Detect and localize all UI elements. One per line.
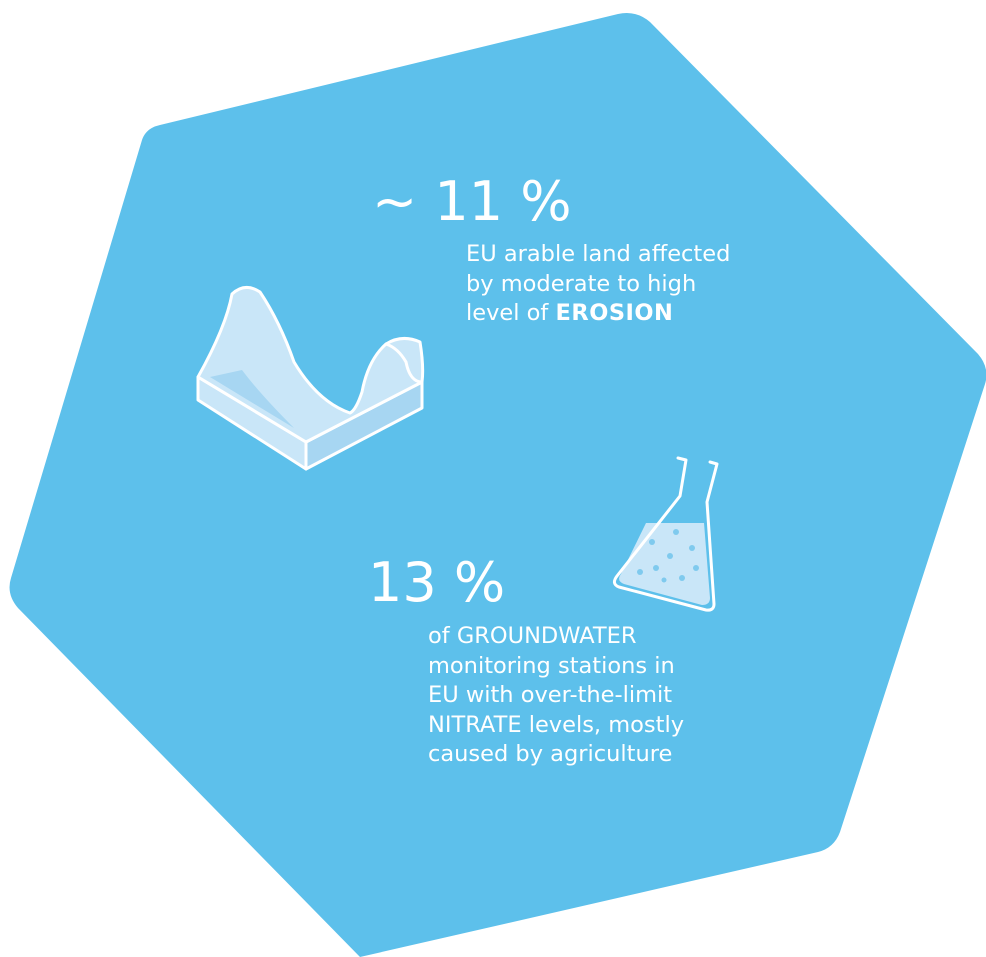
nitrate-stat-description: of GROUNDWATER monitoring stations in EU… [428,622,684,770]
erosion-line-3-prefix: level of [466,300,556,326]
nitrate-line-4: NITRATE levels, mostly [428,711,685,738]
lab-flask-icon [612,456,719,612]
nitrate-line-5: caused by agriculture [428,741,673,767]
erosion-stat-description: EU arable land affected by moderate to h… [466,240,730,329]
soil-block-icon [196,286,425,471]
erosion-line-1: EU arable land affected [466,241,731,267]
nitrate-line-1: of GROUNDWATER [428,623,637,649]
nitrate-stat-value: 13 % [368,551,506,614]
bubbles [637,529,699,583]
erosion-stat-value: ~ 11 % [372,170,572,233]
erosion-line-2: by moderate to high [466,270,697,297]
erosion-keyword: EROSION [555,300,674,326]
erosion-line-3: level of EROSION [466,299,730,329]
nitrate-line-3: EU with over-the-limit [428,682,673,708]
nitrate-line-2: monitoring stations in [428,652,675,679]
